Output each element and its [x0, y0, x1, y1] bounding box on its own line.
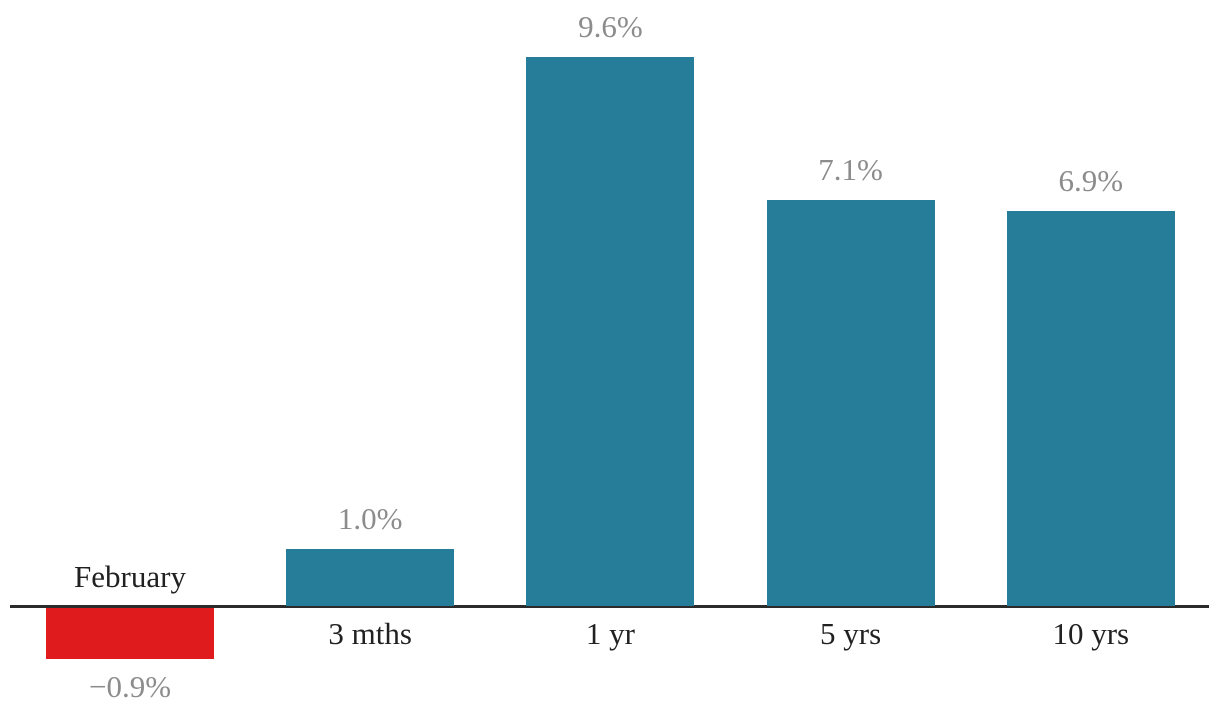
value-label-1-yr: 9.6% — [578, 8, 643, 44]
bar-5-yrs — [766, 199, 935, 606]
bar-february — [46, 608, 214, 660]
x-axis-line — [10, 605, 1209, 608]
category-label-1-yr: 1 yr — [585, 616, 635, 651]
bar-3-mths — [286, 548, 455, 606]
bar-1-yr — [526, 56, 695, 606]
bar-10-yrs — [1006, 211, 1175, 606]
category-label-5-yrs: 5 yrs — [820, 616, 882, 651]
category-label-3-mths: 3 mths — [328, 616, 412, 651]
category-label-february: February — [74, 559, 186, 594]
value-label-3-mths: 1.0% — [337, 500, 403, 536]
value-label-10-yrs: 6.9% — [1058, 163, 1124, 199]
value-label-5-yrs: 7.1% — [818, 151, 883, 187]
category-label-10-yrs: 10 yrs — [1052, 616, 1130, 651]
value-label-february: −0.9% — [88, 669, 172, 705]
